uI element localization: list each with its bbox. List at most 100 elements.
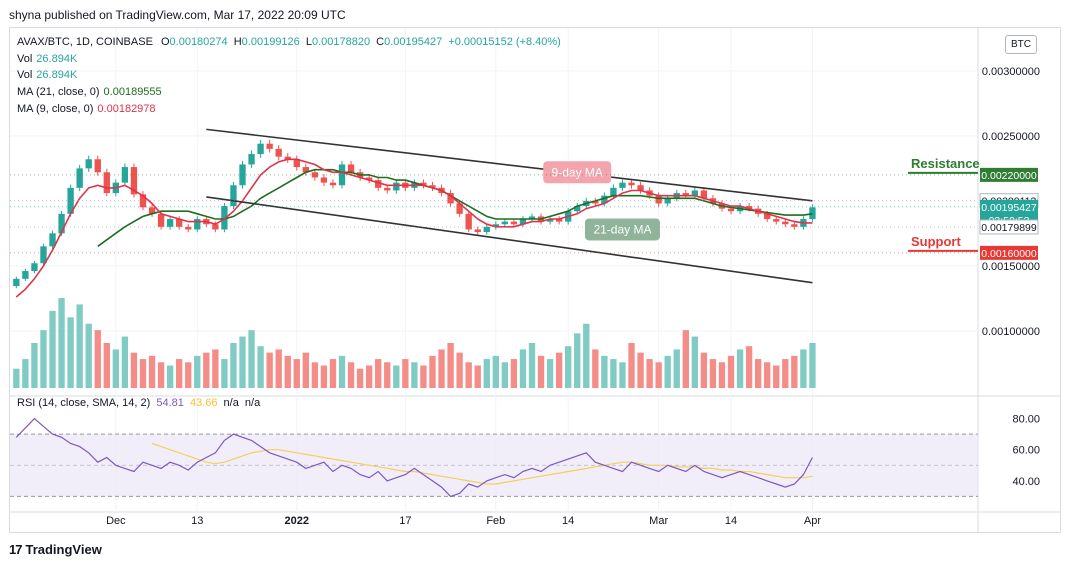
volume-bar [31,343,38,388]
volume-bar [610,359,617,388]
candle-body [628,182,635,186]
volume-bar [628,343,635,388]
volume-bar [474,365,481,388]
rsi-na-1: n/a [223,397,239,409]
candle-body [212,224,219,230]
candle-body [31,263,38,272]
candle-body [266,143,273,149]
volume-bar [637,352,644,388]
time-tick-label: 13 [191,515,203,527]
time-tick-label: 2022 [285,515,309,527]
volume-bar [718,362,726,388]
candle-body [546,219,554,222]
legend-vol-2-value: 26.894K [36,69,78,81]
candle-body [528,216,536,220]
candle-body [791,224,798,227]
open-label: O [160,36,170,48]
volume-bar [212,349,219,388]
price-tick-label: 0.00150000 [982,261,1040,273]
chart-frame [9,27,1061,533]
candle-body [347,164,355,173]
time-tick-label: Dec [106,515,126,527]
candle-body [555,219,563,222]
volume-bar [438,349,445,388]
volume-bar [185,362,192,388]
volume-bar [483,359,490,388]
volume-bar [764,362,771,388]
volume-bar [40,330,47,388]
price-tag-label: 0.00195427 [981,202,1037,214]
price-tag-box [980,167,1038,182]
volume-bar [293,359,300,388]
candle-body [682,193,689,196]
published-by: shyna published on TradingView.com, Mar … [9,8,346,22]
legend-ma9-label: MA (9, close, 0) [17,103,94,115]
candle-body [664,198,671,204]
candle-body [384,187,391,191]
level-label: Resistance [911,156,980,171]
candle-body [429,185,436,188]
symbol-name: AVAX/BTC, 1D, COINBASE [17,36,153,48]
currency-button[interactable]: BTC [1005,35,1037,54]
candle-body [782,221,789,225]
candle-body [85,159,92,169]
ma-annotation-box [584,218,660,241]
volume-bar [555,352,563,388]
rsi-legend[interactable]: RSI (14, close, SMA, 14, 2) 54.81 43.66 … [17,397,260,409]
volume-bar [682,330,689,388]
channel-lower-line [206,196,813,284]
volume-bar [800,349,807,388]
volume-bar [537,355,545,388]
volume-bar [601,355,608,388]
volume-bar [646,359,653,388]
volume-bar [546,359,554,388]
volume-bar [112,349,120,388]
volume-bar [384,362,391,388]
time-tick-label: 14 [725,515,737,527]
candle-body [483,226,490,233]
volume-bar [447,343,454,388]
volume-bar [691,336,699,388]
volume-bar [420,365,427,388]
candle-body [745,206,753,209]
volume-bar [248,330,255,388]
volume-bar [411,362,418,388]
volume-bar [338,355,346,388]
volume-bar [782,359,789,388]
volume-bar [257,346,264,388]
candle-body [492,224,499,227]
candle-body [447,193,454,204]
volume-bar [727,355,735,388]
ma-annotation-label: 21-day MA [593,222,651,236]
volume-bar [709,359,717,388]
volume-bar [574,333,581,388]
candle-body [393,182,400,191]
tradingview-logo[interactable]: 17 TradingView [9,542,102,557]
volume-bar [655,362,662,388]
candle-body [76,168,83,188]
volume-bar [121,336,129,388]
ma21-line [97,168,813,247]
volume-bar [13,368,20,388]
legend-vol-1[interactable]: Vol 26.894K [17,53,77,65]
candle-body [49,233,56,247]
volume-bar [365,365,373,388]
high-value: 0.00199126 [241,36,300,48]
rsi-tick-label: 40.00 [1012,476,1040,488]
legend-ma9[interactable]: MA (9, close, 0) 0.00182978 [17,103,156,115]
volume-bar [393,365,400,388]
legend-vol-2-label: Vol [17,69,33,81]
volume-bar [465,362,472,388]
volume-bar [320,365,328,388]
candle-body [375,180,382,188]
candle-body [610,187,617,196]
legend-vol-2[interactable]: Vol 26.894K [17,69,77,81]
candle-body [519,219,527,225]
volume-bar [809,343,816,388]
volume-bar [203,352,210,388]
volume-bar [275,349,282,388]
volume-bar [139,359,147,388]
legend-ma21[interactable]: MA (21, close, 0) 0.00189555 [17,86,162,98]
volume-bar [592,349,599,388]
